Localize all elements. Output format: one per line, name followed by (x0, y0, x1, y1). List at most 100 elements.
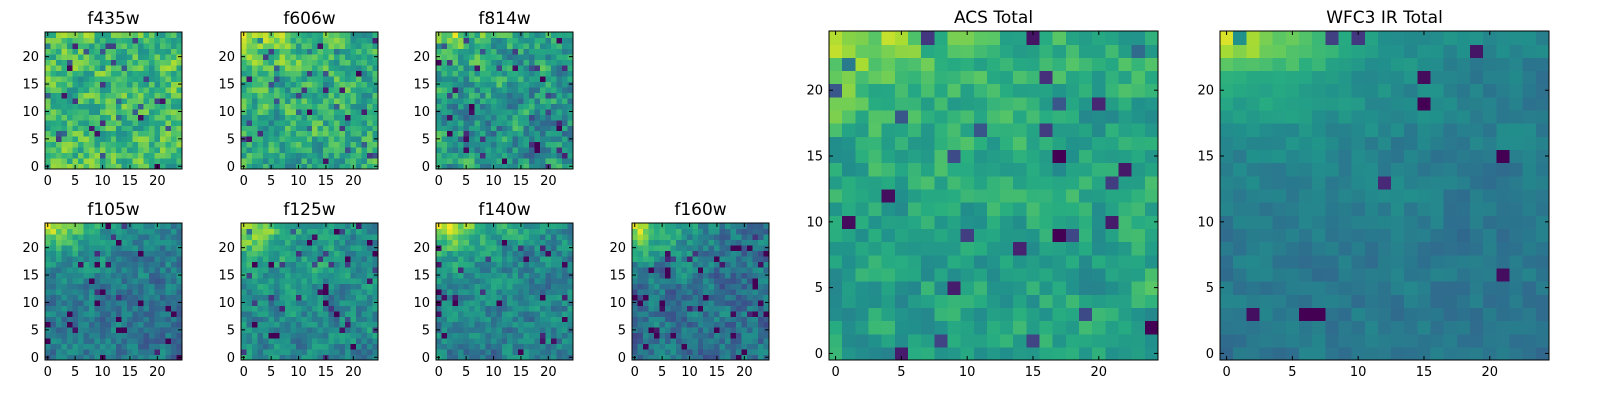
heatmap-cell (736, 233, 743, 241)
heatmap-cell (165, 53, 172, 60)
heatmap-cell (154, 97, 161, 104)
heatmap-cell (165, 136, 172, 143)
heatmap-cell (529, 147, 536, 154)
heatmap-cell (562, 332, 569, 339)
heatmap-cell (241, 239, 248, 246)
heatmap-cell (855, 241, 870, 256)
heatmap-cell (94, 223, 101, 230)
heatmap-cell (507, 288, 514, 295)
heatmap-cell (160, 299, 167, 306)
heatmap-cell (77, 42, 84, 50)
heatmap-cell (512, 48, 519, 55)
heatmap-cell (323, 59, 330, 66)
heatmap-cell (714, 288, 721, 295)
heatmap-cell (171, 294, 178, 301)
heatmap-cell (105, 48, 112, 55)
heatmap-cell (268, 294, 275, 301)
heatmap-cell (317, 266, 324, 273)
heatmap-cell (540, 70, 547, 77)
heatmap-cell (312, 48, 319, 55)
heatmap-cell (736, 310, 743, 317)
heatmap-cell (708, 310, 715, 317)
heatmap-cell (457, 119, 464, 126)
heatmap-cell (529, 158, 536, 165)
heatmap-cell (143, 42, 150, 50)
heatmap-cell (83, 338, 90, 345)
heatmap-cell (94, 53, 101, 60)
heatmap-cell (540, 277, 547, 284)
heatmap-cell (45, 141, 52, 148)
heatmap-cell (534, 48, 541, 55)
heatmap-cell (670, 316, 677, 323)
heatmap-cell (290, 86, 297, 93)
heatmap-cell (708, 294, 715, 301)
heatmap-cell (290, 152, 297, 159)
heatmap-cell (829, 294, 843, 308)
y-tick-label: 10 (218, 296, 235, 311)
heatmap-cell (708, 272, 715, 279)
heatmap-cell (361, 53, 368, 60)
heatmap-cell (241, 130, 248, 137)
heatmap-cell (496, 37, 503, 44)
heatmap-cell (138, 310, 145, 317)
heatmap-cell (160, 108, 167, 115)
heatmap-cell (642, 294, 650, 301)
heatmap-cell (675, 261, 682, 268)
heatmap-cell (648, 305, 655, 312)
heatmap-cell (947, 162, 962, 177)
heatmap-cell (99, 103, 106, 110)
heatmap-cell (708, 349, 715, 356)
heatmap-cell (719, 277, 726, 284)
heatmap-cell (529, 32, 536, 39)
heatmap-cell (99, 316, 106, 323)
heatmap-cell (1105, 307, 1120, 322)
x-tick-label: 20 (345, 365, 362, 380)
heatmap-cell (279, 48, 286, 55)
heatmap-cell (523, 294, 530, 301)
heatmap-cell (697, 223, 704, 230)
heatmap-cell (138, 42, 145, 50)
heatmap-cell (1000, 175, 1014, 190)
heatmap-cell (160, 338, 167, 345)
heatmap-cell (61, 152, 68, 159)
heatmap-cell (284, 53, 291, 60)
heatmap-cell (121, 283, 128, 290)
heatmap-cell (176, 130, 183, 137)
heatmap-cell (334, 163, 341, 170)
heatmap-cell (562, 37, 569, 44)
heatmap-cell (512, 114, 519, 121)
heatmap-cell (1039, 346, 1054, 361)
heatmap-cell (251, 32, 259, 39)
heatmap-cell (273, 92, 280, 99)
heatmap-cell (295, 64, 302, 71)
heatmap-cell (110, 310, 117, 317)
heatmap-cell (116, 261, 123, 268)
heatmap-cell (290, 316, 297, 323)
heatmap-cell (752, 277, 759, 284)
heatmap-cell (692, 305, 699, 312)
heatmap-cell (50, 86, 57, 93)
heatmap-cell (1065, 320, 1080, 335)
heatmap-cell (512, 316, 519, 323)
heatmap-cell (323, 327, 330, 334)
heatmap-cell (829, 202, 843, 216)
heatmap-cell (545, 327, 552, 334)
heatmap-cell (479, 97, 486, 104)
heatmap-cell (262, 223, 269, 230)
heatmap-cell (160, 81, 167, 88)
heatmap-cell (632, 288, 639, 295)
heatmap-cell (529, 163, 536, 170)
heatmap-cell (94, 32, 101, 39)
heatmap-cell (372, 321, 379, 328)
heatmap-cell (868, 228, 883, 243)
heatmap-cell (132, 316, 139, 323)
heatmap-cell (83, 32, 90, 39)
heatmap-cell (323, 332, 330, 339)
heatmap-cell (529, 321, 536, 328)
heatmap-cell (55, 86, 63, 93)
heatmap-cell (306, 75, 313, 82)
heatmap-cell (45, 130, 52, 137)
heatmap-cell (273, 64, 280, 71)
heatmap-cell (88, 125, 95, 132)
heatmap-cell (171, 338, 178, 345)
